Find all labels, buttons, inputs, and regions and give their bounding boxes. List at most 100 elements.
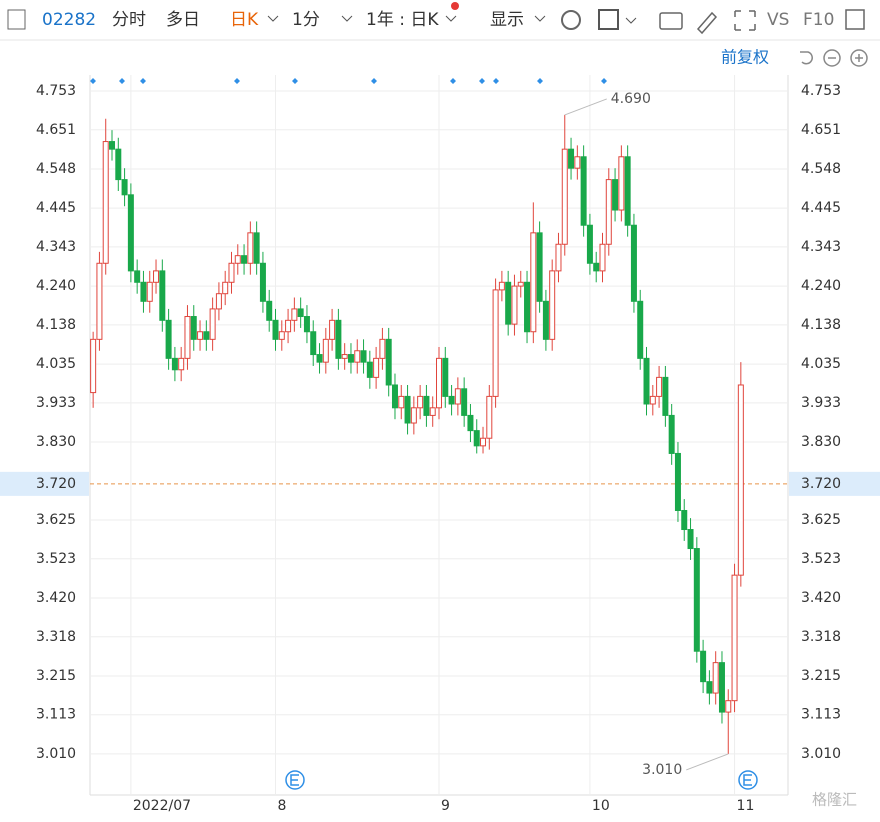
y-tick-label-right: 3.933: [801, 395, 841, 411]
candle-body: [454, 388, 461, 405]
settings-icon[interactable]: [561, 10, 581, 30]
candle-body: [278, 331, 285, 340]
y-tick-label: 3.113: [36, 707, 76, 723]
price-tag-label: 3.720: [36, 476, 76, 492]
price-tag: [789, 471, 880, 496]
candle-body: [234, 255, 241, 264]
tab[interactable]: 显示: [490, 10, 524, 30]
candle-body: [649, 395, 656, 405]
tab[interactable]: 1分: [292, 10, 320, 30]
dropdown[interactable]: [267, 15, 279, 22]
candle-body: [542, 300, 549, 340]
candle-body: [127, 194, 134, 272]
candle-body: [624, 156, 631, 226]
candle-body: [486, 395, 493, 439]
y-tick-label: 4.445: [36, 200, 76, 216]
zoom-in[interactable]: [850, 49, 868, 67]
candle-body: [630, 224, 637, 302]
tab[interactable]: 分时: [112, 10, 146, 30]
f10-button[interactable]: F10: [803, 10, 834, 30]
zoom-out[interactable]: [823, 49, 841, 67]
x-tick-label: 9: [441, 798, 450, 814]
dropdown[interactable]: [445, 15, 457, 22]
price-tag-label: 3.720: [801, 476, 841, 492]
e-glyph: [290, 774, 299, 786]
candle-body: [373, 357, 380, 378]
adjust-button[interactable]: 前复权: [721, 48, 769, 67]
candle-body: [511, 285, 518, 325]
candle-body: [366, 361, 373, 378]
candle-body: [153, 270, 160, 283]
tab[interactable]: 1年 : 日K: [366, 10, 439, 30]
annotation-label: 3.010: [642, 762, 682, 778]
candle-body: [379, 338, 386, 359]
candle-body: [96, 262, 103, 340]
candle-body: [498, 281, 505, 291]
candle-body: [285, 319, 292, 333]
vs-button[interactable]: VS: [767, 10, 789, 30]
y-tick-label: 4.753: [36, 83, 76, 99]
candle-body: [461, 388, 468, 416]
panel-icon[interactable]: [845, 9, 865, 30]
watermark: 格隆汇: [812, 791, 857, 809]
annotation-leader: [686, 753, 729, 771]
y-tick-label: 3.625: [36, 512, 76, 528]
e-icon[interactable]: [738, 770, 758, 790]
dropdown[interactable]: [534, 15, 546, 22]
stock-code: 02282: [42, 10, 96, 30]
e-glyph: [743, 774, 752, 786]
candle-body: [109, 141, 116, 150]
candle-body: [297, 308, 304, 318]
y-tick-label-right: 4.445: [801, 200, 841, 216]
candle-body: [228, 262, 235, 283]
x-tick-label: 11: [737, 798, 755, 814]
x-tick-label: 2022/07: [133, 798, 191, 814]
tab-active[interactable]: 日K: [230, 10, 259, 30]
candle-body: [347, 354, 354, 363]
candle-body: [322, 338, 329, 363]
candle-body: [524, 281, 531, 333]
candle-body: [643, 357, 650, 405]
candle-body: [329, 319, 336, 340]
candle-body: [693, 548, 700, 652]
tab[interactable]: 多日: [166, 10, 200, 30]
candle-body: [178, 357, 185, 371]
pen-icon[interactable]: [696, 11, 718, 35]
candle-body: [467, 414, 474, 432]
candle-body: [599, 243, 606, 272]
y-tick-label: 4.548: [36, 161, 76, 177]
event-marker[interactable]: [90, 78, 607, 84]
candle-body: [574, 156, 581, 169]
candle-body: [190, 316, 197, 340]
candle-body: [335, 319, 342, 359]
candle-body: [586, 224, 593, 264]
candle-body: [674, 452, 681, 511]
y-tick-label: 4.343: [36, 239, 76, 255]
zoom-in-cross: [855, 54, 863, 62]
y-tick-label: 4.240: [36, 278, 76, 294]
candle-body: [222, 281, 229, 295]
candle-body: [605, 179, 612, 245]
y-tick-label-right: 4.138: [801, 317, 841, 333]
e-icon[interactable]: [285, 770, 305, 790]
candle-body: [429, 407, 436, 416]
candle-body: [725, 700, 732, 713]
fullscreen-icon[interactable]: [734, 10, 756, 31]
panel-icon[interactable]: [7, 9, 26, 30]
dropdown[interactable]: [625, 17, 637, 24]
y-tick-label-right: 3.523: [801, 551, 841, 567]
dropdown[interactable]: [341, 15, 353, 22]
undo-icon[interactable]: [800, 51, 813, 65]
y-tick-label-right: 4.035: [801, 356, 841, 372]
candle-body: [385, 338, 392, 386]
candle-body: [700, 650, 707, 683]
candle-body: [706, 681, 713, 694]
candle-body: [341, 354, 348, 359]
camera-icon[interactable]: [659, 12, 683, 30]
candle-body: [266, 300, 273, 321]
box-icon[interactable]: [598, 9, 619, 30]
candle-body: [354, 350, 361, 363]
y-tick-label: 4.651: [36, 122, 76, 138]
candle-body: [410, 407, 417, 424]
